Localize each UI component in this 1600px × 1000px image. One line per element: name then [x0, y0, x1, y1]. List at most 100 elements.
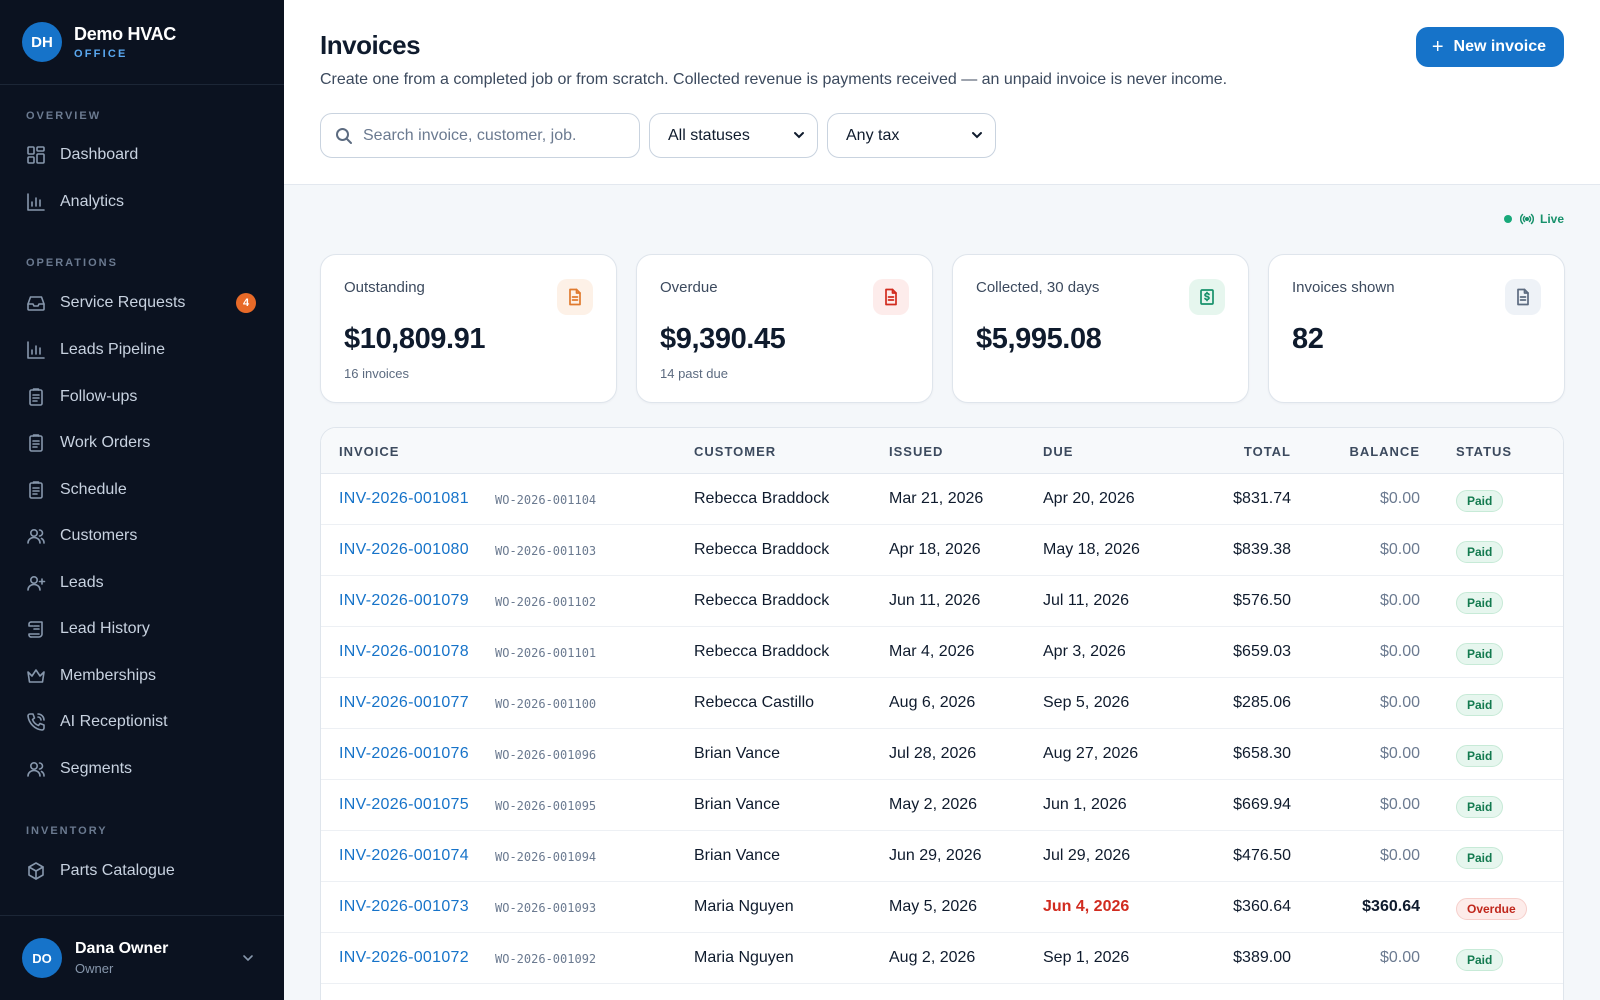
table-row[interactable]: INV-2026-001074 WO-2026-001094 Brian Vance… [321, 831, 1563, 882]
brand-logo: DH [22, 22, 62, 62]
status-filter-select[interactable]: All statuses [649, 113, 818, 158]
table-row[interactable]: INV-2026-001077 WO-2026-001100 Rebecca Cas… [321, 678, 1563, 729]
work-order-ref[interactable]: WO-2026-001096 [495, 748, 597, 762]
scroll-icon [28, 621, 43, 638]
sidebar-item-leads[interactable]: Leads [0, 563, 284, 603]
sidebar-item-segments[interactable]: Segments [0, 749, 284, 789]
invoice-number-link[interactable]: INV-2026-001072 [339, 949, 469, 966]
search-field[interactable] [320, 113, 640, 158]
work-order-ref[interactable]: WO-2026-001101 [495, 646, 597, 660]
invoice-balance: $0.00 [1379, 643, 1420, 660]
column-header-status[interactable]: STATUS [1456, 444, 1513, 459]
table-row[interactable]: INV-2026-001080 WO-2026-001103 Rebecca Bra… [321, 525, 1563, 576]
sidebar-item-lead-history[interactable]: Lead History [0, 609, 284, 649]
work-order-ref[interactable]: WO-2026-001104 [495, 493, 597, 507]
issued-date: May 5, 2026 [889, 898, 978, 915]
sidebar-item-follow-ups[interactable]: Follow-ups [0, 377, 284, 417]
column-header-due[interactable]: DUE [1043, 444, 1074, 459]
sidebar-item-dashboard[interactable]: Dashboard [0, 135, 284, 175]
invoice-balance: $0.00 [1379, 541, 1420, 558]
table-row[interactable]: INV-2026-001072 WO-2026-001092 Maria Nguye… [321, 933, 1563, 984]
sidebar-item-label: Memberships [60, 667, 157, 684]
customer-name: Maria Nguyen [694, 898, 794, 915]
tax-filter-select[interactable]: Any tax [827, 113, 996, 158]
sidebar-item-label: Leads Pipeline [60, 341, 165, 358]
issued-date: Mar 4, 2026 [889, 643, 975, 660]
sidebar-item-leads-pipeline[interactable]: Leads Pipeline [0, 330, 284, 370]
chevron-down-icon [794, 132, 804, 139]
stat-card-collected: Collected, 30 days $5,995.08 [952, 254, 1249, 403]
customer-name: Brian Vance [694, 745, 780, 762]
invoices-table: INVOICE CUSTOMER ISSUED DUE TOTAL BALANC… [320, 427, 1564, 1000]
invoice-number-link[interactable]: INV-2026-001078 [339, 643, 469, 660]
broadcast-icon [1519, 213, 1534, 225]
column-header-customer[interactable]: CUSTOMER [694, 444, 777, 459]
sidebar-item-label: Dashboard [60, 146, 139, 163]
table-row[interactable]: INV-2026-001081 WO-2026-001104 Rebecca Bra… [321, 474, 1563, 525]
brand[interactable]: DH Demo HVAC OFFICE [0, 0, 284, 85]
invoice-number-link[interactable]: INV-2026-001079 [339, 592, 469, 609]
invoice-total: $360.64 [1233, 898, 1291, 915]
invoice-balance: $0.00 [1379, 592, 1420, 609]
sidebar-item-service-requests[interactable]: Service Requests 4 [0, 283, 284, 323]
table-row[interactable]: INV-2026-001075 WO-2026-001095 Brian Vance… [321, 780, 1563, 831]
nav-section-overview: OVERVIEW [26, 110, 102, 122]
page-subtitle: Create one from a completed job or from … [320, 71, 1228, 88]
invoice-number-link[interactable]: INV-2026-001080 [339, 541, 469, 558]
user-menu[interactable]: DO Dana Owner Owner [0, 915, 284, 1000]
avatar: DO [22, 938, 62, 978]
bar-chart-icon [27, 341, 45, 359]
sidebar-item-analytics[interactable]: Analytics [0, 182, 284, 222]
column-header-total[interactable]: TOTAL [1243, 444, 1291, 459]
status-filter-value: All statuses [668, 126, 750, 144]
work-order-ref[interactable]: WO-2026-001103 [495, 544, 597, 558]
invoice-balance: $0.00 [1379, 949, 1420, 966]
dashboard-icon [27, 146, 45, 164]
invoice-number-link[interactable]: INV-2026-001074 [339, 847, 469, 864]
invoice-total: $285.06 [1233, 694, 1291, 711]
sidebar-item-label: Segments [60, 760, 133, 777]
sidebar-item-work-orders[interactable]: Work Orders [0, 423, 284, 463]
sidebar-item-parts-catalogue[interactable]: Parts Catalogue [0, 851, 284, 891]
column-header-issued[interactable]: ISSUED [889, 444, 944, 459]
column-header-invoice[interactable]: INVOICE [339, 444, 400, 459]
column-header-balance[interactable]: BALANCE [1349, 444, 1420, 459]
work-order-ref[interactable]: WO-2026-001092 [495, 952, 597, 966]
table-row[interactable]: INV-2026-001079 WO-2026-001102 Rebecca Bra… [321, 576, 1563, 627]
main-content: Invoices Create one from a completed job… [284, 0, 1600, 1000]
table-row[interactable]: INV-2026-001078 WO-2026-001101 Rebecca Bra… [321, 627, 1563, 678]
work-order-ref[interactable]: WO-2026-001094 [495, 850, 597, 864]
issued-date: Jun 11, 2026 [889, 592, 981, 609]
user-plus-icon [27, 575, 46, 591]
status-badge: Paid [1456, 949, 1504, 971]
work-order-ref[interactable]: WO-2026-001102 [495, 595, 597, 609]
sidebar-item-schedule[interactable]: Schedule [0, 470, 284, 510]
sidebar-item-ai-receptionist[interactable]: AI Receptionist [0, 702, 284, 742]
invoice-number-link[interactable]: INV-2026-001076 [339, 745, 469, 762]
search-input[interactable] [363, 126, 623, 145]
invoice-number-link[interactable]: INV-2026-001073 [339, 898, 469, 915]
sidebar-item-customers[interactable]: Customers [0, 516, 284, 556]
page-title: Invoices [320, 30, 421, 60]
table-row[interactable]: INV-2026-001073 WO-2026-001093 Maria Nguye… [321, 882, 1563, 933]
invoice-number-link[interactable]: INV-2026-001081 [339, 490, 469, 507]
plus-icon: + [1431, 36, 1444, 58]
sidebar-item-label: Lead History [60, 620, 150, 637]
invoice-number-link[interactable]: INV-2026-001075 [339, 796, 469, 813]
sidebar-item-label: Customers [60, 527, 138, 544]
due-date: Apr 20, 2026 [1043, 490, 1135, 507]
new-invoice-button[interactable]: + New invoice [1415, 27, 1564, 67]
work-order-ref[interactable]: WO-2026-001095 [495, 799, 597, 813]
work-order-ref[interactable]: WO-2026-001093 [495, 901, 597, 915]
document-icon [557, 279, 593, 315]
users-icon [27, 528, 45, 544]
stat-subtext: 14 past due [660, 366, 728, 381]
work-order-ref[interactable]: WO-2026-001100 [495, 697, 597, 711]
sidebar-item-memberships[interactable]: Memberships [0, 656, 284, 696]
invoice-number-link[interactable]: INV-2026-001077 [339, 694, 469, 711]
sidebar-item-label: Leads [60, 574, 104, 591]
stat-value: 82 [1292, 323, 1324, 355]
issued-date: Aug 2, 2026 [889, 949, 976, 966]
table-row[interactable]: INV-2026-001076 WO-2026-001096 Brian Vance… [321, 729, 1563, 780]
live-indicator: Live [1503, 212, 1564, 226]
